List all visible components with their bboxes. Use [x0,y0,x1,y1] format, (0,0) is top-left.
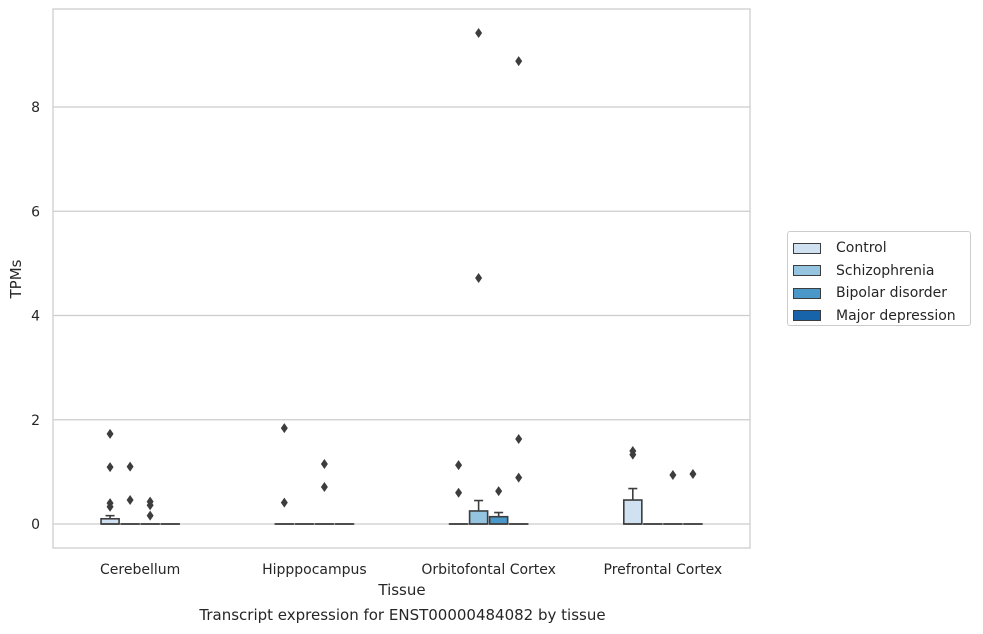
box [488,515,509,525]
outlier-point [455,460,463,471]
outlier-point [475,272,483,283]
legend-item-control: Control [793,237,970,260]
outlier-point [515,434,523,445]
outlier-point [146,500,154,511]
legend: Control Schizophrenia Bipolar disorder M… [787,231,971,326]
legend-swatch-schizophrenia [793,265,821,277]
y-tick-label: 8 [31,100,40,116]
boxes [100,487,703,525]
outlier-point [106,501,114,512]
outlier-point [455,487,463,498]
outlier-point [126,495,134,506]
legend-label-control: Control [836,240,887,257]
x-tick-label: Cerebellum [100,562,180,578]
outlier-point [106,428,114,439]
legend-item-bipolar-disorder: Bipolar disorder [793,282,970,305]
plot-frame [52,8,751,549]
y-tick-label: 6 [31,204,40,220]
outliers [106,27,697,521]
outlier-point [126,461,134,472]
x-tick-label: Hipppocampus [262,562,367,578]
outlier-point [629,449,637,460]
legend-label-schizophrenia: Schizophrenia [836,262,935,279]
y-axis-label: TPMs [7,259,25,299]
y-tick-label: 0 [31,517,40,533]
outlier-point [515,472,523,483]
outlier-point [669,470,677,481]
outlier-point [106,462,114,473]
y-tick-label: 2 [31,413,40,429]
legend-swatch-control [793,242,821,254]
legend-label-major-depression: Major depression [836,307,956,324]
outlier-point [475,27,483,38]
gridlines [53,106,750,525]
legend-item-major-depression: Major depression [793,305,970,328]
outlier-point [515,56,523,67]
x-axis-label: Tissue [377,581,425,599]
legend-item-schizophrenia: Schizophrenia [793,260,970,283]
chart-caption: Transcript expression for ENST0000048408… [199,606,606,624]
x-tick-label: Prefrontal Cortex [604,562,723,578]
outlier-point [495,486,503,497]
outlier-point [320,481,328,492]
x-tick-label: Orbitofontal Cortex [421,562,556,578]
legend-swatch-bipolar-disorder [793,287,821,299]
outlier-point [280,423,288,434]
box [622,499,643,525]
box [468,510,489,525]
outlier-point [280,497,288,508]
legend-swatch-major-depression [793,310,821,322]
y-tick-label: 4 [31,309,40,325]
outlier-point [320,459,328,470]
outlier-point [689,468,697,479]
outlier-point [146,510,154,521]
legend-label-bipolar-disorder: Bipolar disorder [836,285,948,302]
axis-ticks: 0 2 4 6 8 Cerebellum Hipppocampus Orbitofontal … [31,100,722,578]
